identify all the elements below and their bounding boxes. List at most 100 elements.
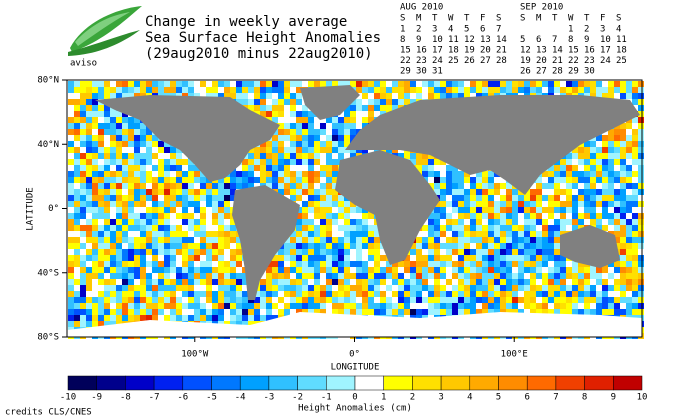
anomaly-cell xyxy=(116,141,122,147)
anomaly-cell xyxy=(614,261,620,267)
title-line: (29aug2010 minus 22aug2010) xyxy=(145,46,373,62)
anomaly-cell xyxy=(512,267,518,273)
anomaly-cell xyxy=(554,177,560,183)
anomaly-cell xyxy=(500,87,506,93)
anomaly-cell xyxy=(302,219,308,225)
anomaly-cell xyxy=(194,189,200,195)
anomaly-cell xyxy=(392,273,398,279)
calendar-weekday: F xyxy=(480,14,485,24)
anomaly-cell xyxy=(206,285,212,291)
anomaly-cell xyxy=(494,303,500,309)
anomaly-cell xyxy=(98,147,104,153)
anomaly-cell xyxy=(266,171,272,177)
calendar-day: 20 xyxy=(536,56,547,66)
anomaly-cell xyxy=(110,225,116,231)
anomaly-cell xyxy=(86,285,92,291)
anomaly-cell xyxy=(266,141,272,147)
anomaly-cell xyxy=(266,99,272,105)
anomaly-cell xyxy=(110,189,116,195)
anomaly-cell xyxy=(608,129,614,135)
anomaly-cell xyxy=(314,213,320,219)
anomaly-cell xyxy=(146,309,152,315)
anomaly-cell xyxy=(128,189,134,195)
anomaly-cell xyxy=(134,147,140,153)
anomaly-cell xyxy=(320,213,326,219)
anomaly-cell xyxy=(290,255,296,261)
anomaly-cell xyxy=(602,81,608,87)
anomaly-cell xyxy=(416,255,422,261)
anomaly-cell xyxy=(614,183,620,189)
anomaly-cell xyxy=(224,225,230,231)
anomaly-cell xyxy=(506,213,512,219)
anomaly-cell xyxy=(332,159,338,165)
anomaly-cell xyxy=(68,225,74,231)
anomaly-cell xyxy=(290,273,296,279)
anomaly-cell xyxy=(476,285,482,291)
anomaly-cell xyxy=(518,309,524,315)
anomaly-cell xyxy=(194,237,200,243)
anomaly-cell xyxy=(122,231,128,237)
anomaly-cell xyxy=(296,135,302,141)
anomaly-cell xyxy=(578,147,584,153)
calendar-day: 8 xyxy=(568,35,573,45)
anomaly-cell xyxy=(638,255,644,261)
anomaly-cell xyxy=(512,303,518,309)
anomaly-cell xyxy=(536,183,542,189)
anomaly-cell xyxy=(224,213,230,219)
anomaly-cell xyxy=(482,225,488,231)
anomaly-cell xyxy=(470,285,476,291)
anomaly-cell xyxy=(572,177,578,183)
anomaly-cell xyxy=(224,201,230,207)
anomaly-cell xyxy=(572,273,578,279)
anomaly-cell xyxy=(434,291,440,297)
anomaly-cell xyxy=(296,213,302,219)
anomaly-cell xyxy=(164,237,170,243)
anomaly-cell xyxy=(302,81,308,87)
anomaly-cell xyxy=(200,255,206,261)
anomaly-cell xyxy=(218,279,224,285)
anomaly-cell xyxy=(362,99,368,105)
anomaly-cell xyxy=(152,87,158,93)
anomaly-cell xyxy=(500,81,506,87)
anomaly-cell xyxy=(182,183,188,189)
anomaly-cell xyxy=(626,231,632,237)
anomaly-cell xyxy=(92,321,98,327)
anomaly-cell xyxy=(200,267,206,273)
anomaly-cell xyxy=(596,81,602,87)
anomaly-cell xyxy=(626,147,632,153)
anomaly-cell xyxy=(326,285,332,291)
anomaly-cell xyxy=(554,225,560,231)
anomaly-cell xyxy=(248,321,254,327)
calendar-day: 25 xyxy=(448,56,459,66)
anomaly-cell xyxy=(170,279,176,285)
anomaly-cell xyxy=(206,93,212,99)
anomaly-cell xyxy=(122,189,128,195)
anomaly-cell xyxy=(176,87,182,93)
anomaly-cell xyxy=(488,201,494,207)
anomaly-cell xyxy=(164,219,170,225)
anomaly-cell xyxy=(362,81,368,87)
anomaly-cell xyxy=(308,159,314,165)
anomaly-cell xyxy=(446,237,452,243)
anomaly-cell xyxy=(314,201,320,207)
anomaly-cell xyxy=(452,201,458,207)
anomaly-cell xyxy=(116,315,122,321)
anomaly-cell xyxy=(632,255,638,261)
anomaly-cell xyxy=(530,291,536,297)
anomaly-cell xyxy=(530,279,536,285)
anomaly-cell xyxy=(638,309,644,315)
anomaly-cell xyxy=(632,165,638,171)
anomaly-cell xyxy=(140,129,146,135)
anomaly-cell xyxy=(428,237,434,243)
anomaly-cell xyxy=(308,141,314,147)
anomaly-cell xyxy=(308,285,314,291)
anomaly-cell xyxy=(146,267,152,273)
anomaly-cell xyxy=(188,93,194,99)
anomaly-cell xyxy=(140,255,146,261)
anomaly-cell xyxy=(254,177,260,183)
anomaly-cell xyxy=(188,243,194,249)
anomaly-cell xyxy=(458,279,464,285)
anomaly-cell xyxy=(170,255,176,261)
anomaly-cell xyxy=(470,279,476,285)
anomaly-cell xyxy=(338,201,344,207)
